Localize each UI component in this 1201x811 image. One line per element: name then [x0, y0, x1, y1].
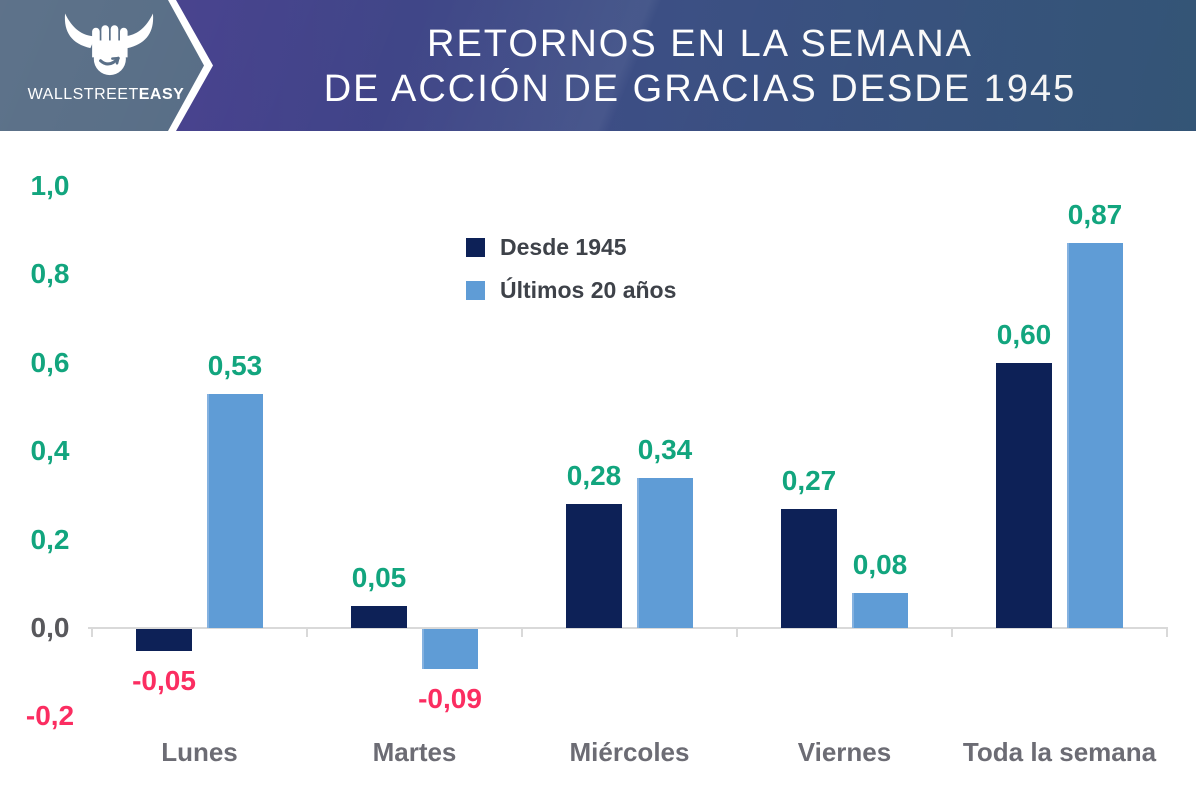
y-axis-label: 0,0 — [30, 612, 70, 643]
value-label: 0,28 — [566, 460, 622, 492]
legend-item-desde-1945: Desde 1945 — [466, 234, 676, 260]
y-axis-label: -0,2 — [25, 700, 75, 732]
bar-ultimos-20-anos-toda-la-semana — [1067, 243, 1123, 628]
bar-desde-1945-lunes — [136, 629, 192, 652]
legend-swatch-icon — [466, 237, 485, 257]
x-axis-line — [88, 627, 1168, 629]
y-axis-label: 0,8 — [30, 258, 70, 290]
header-banner: WALLSTREETEASY RETORNOS EN LA SEMANA DE … — [0, 0, 1196, 131]
category-label-viernes: Viernes — [797, 737, 892, 767]
bar-desde-1945-viernes — [781, 508, 837, 628]
category-label-miercoles: Miércoles — [569, 737, 690, 767]
bar-ultimos-20-anos-lunes — [207, 393, 263, 628]
bar-desde-1945-toda-la-semana — [996, 362, 1052, 628]
bar-ultimos-20-anos-miercoles — [637, 477, 693, 628]
legend-swatch-icon — [466, 280, 485, 300]
category-label-martes: Martes — [372, 737, 457, 767]
legend-label: Últimos 20 años — [500, 276, 677, 303]
value-label: 0,87 — [1067, 199, 1123, 231]
y-axis-label: 1,0 — [30, 170, 70, 201]
page-title: RETORNOS EN LA SEMANA DE ACCIÓN DE GRACI… — [204, 22, 1196, 112]
bar-desde-1945-martes — [351, 605, 407, 628]
bar-ultimos-20-anos-viernes — [852, 592, 908, 628]
x-axis-tick — [521, 628, 523, 637]
value-label: -0,09 — [418, 682, 482, 714]
x-axis-tick — [91, 628, 93, 637]
y-axis-label: 0,4 — [30, 435, 70, 467]
x-axis-tick — [736, 628, 738, 637]
value-label: 0,34 — [637, 433, 693, 465]
category-label-toda-la-semana: Toda la semana — [962, 737, 1157, 767]
value-label: 0,60 — [996, 318, 1052, 350]
y-axis-label: 0,2 — [30, 523, 70, 555]
brand-name-regular: WALLSTREET — [27, 86, 139, 103]
value-label: 0,05 — [351, 561, 407, 593]
value-label: 0,27 — [781, 464, 837, 496]
page-title-line1: RETORNOS EN LA SEMANA — [427, 23, 973, 65]
x-axis-tick — [951, 628, 953, 637]
legend-label: Desde 1945 — [500, 233, 627, 260]
x-axis-tick — [306, 628, 308, 637]
value-label: 0,08 — [852, 548, 908, 580]
chart-legend: Desde 1945 Últimos 20 años — [466, 234, 676, 320]
brand-name-bold: EASY — [138, 86, 185, 103]
category-label-lunes: Lunes — [161, 737, 238, 767]
bull-logo-icon — [64, 13, 154, 76]
bar-desde-1945-miercoles — [566, 504, 622, 628]
page-title-line2: DE ACCIÓN DE GRACIAS DESDE 1945 — [323, 68, 1077, 110]
legend-item-ultimos-20-anos: Últimos 20 años — [466, 277, 676, 303]
brand-name: WALLSTREETEASY — [14, 86, 198, 104]
value-label: 0,53 — [207, 349, 263, 381]
bar-ultimos-20-anos-martes — [422, 629, 478, 669]
value-label: -0,05 — [132, 665, 196, 697]
bar-chart: 1,0 0,8 0,6 0,4 0,2 0,0 -0,2 -0,05 0,05 0,28 0,27 0… — [0, 131, 1201, 811]
y-axis-label: 0,6 — [30, 346, 70, 378]
x-axis-tick — [1166, 628, 1168, 637]
